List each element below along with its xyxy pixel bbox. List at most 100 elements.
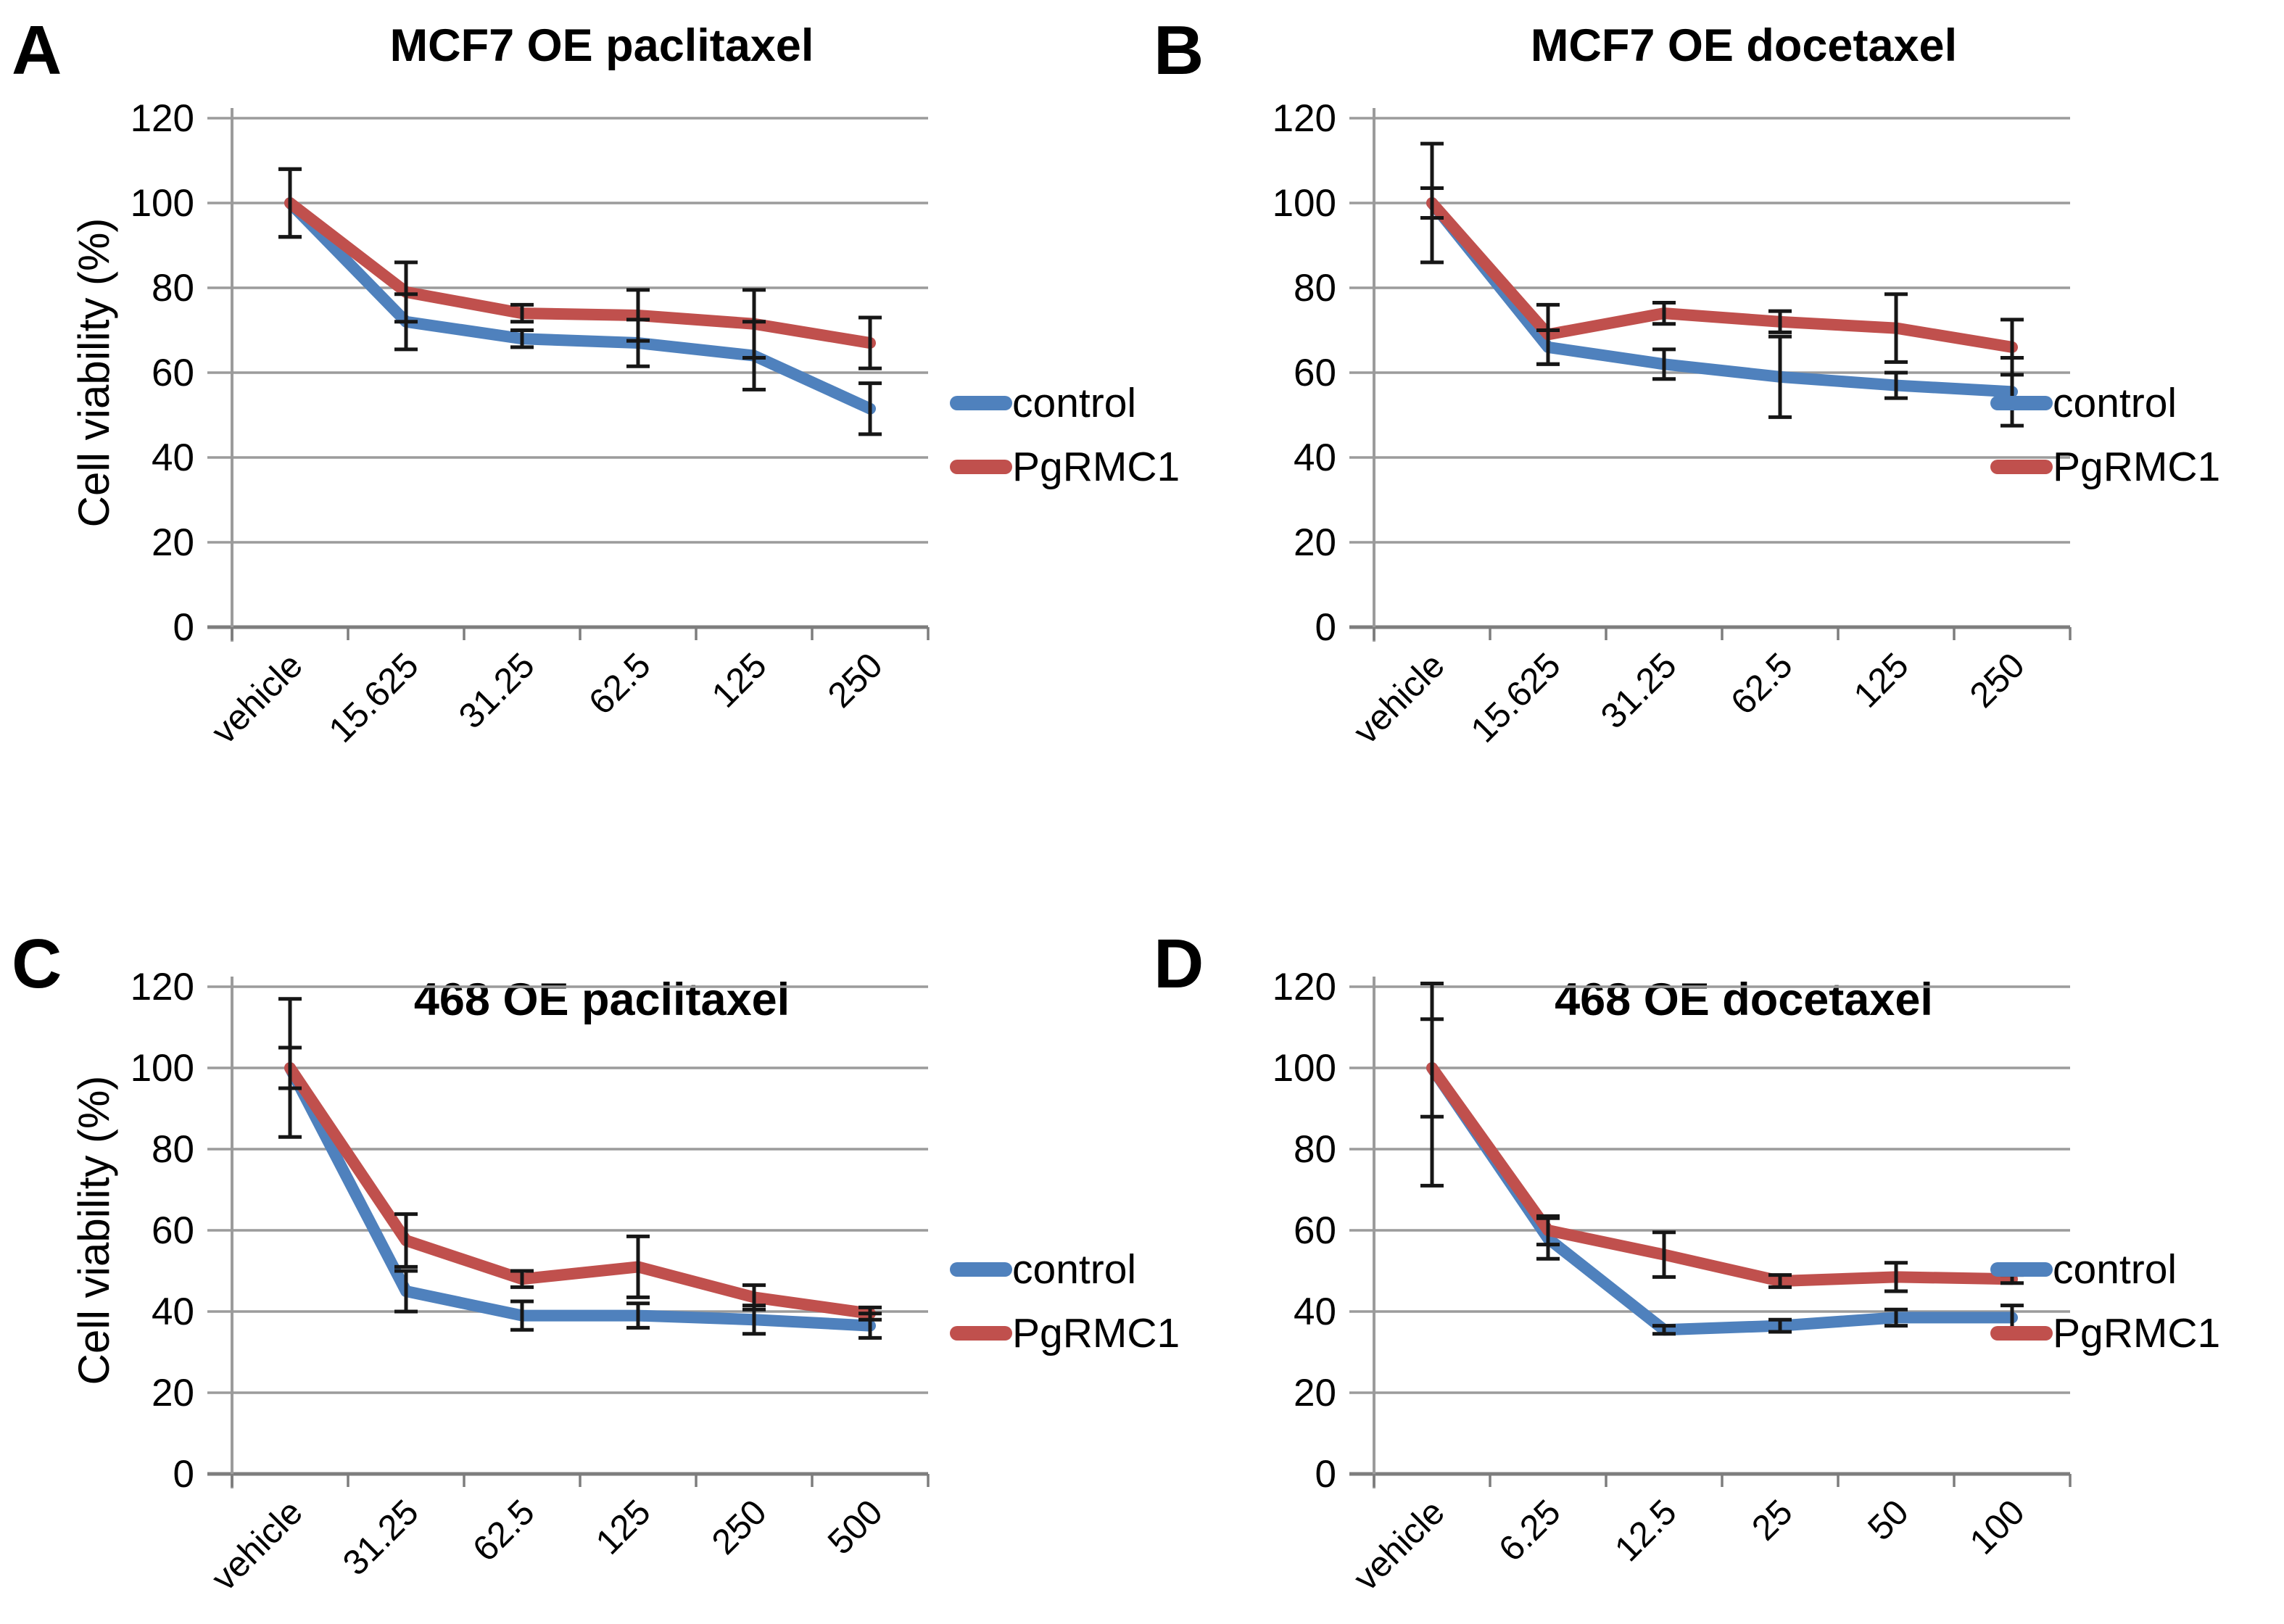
- x-tick-label-250: 250: [821, 646, 890, 716]
- x-tick-label-250: 250: [1963, 646, 2032, 716]
- y-tick-label-60: 60: [152, 1209, 194, 1252]
- legend-d: control PgRMC1: [1990, 1241, 2220, 1362]
- x-tick-label-62.5: 62.5: [466, 1493, 542, 1570]
- y-tick-label-100: 100: [1273, 182, 1336, 225]
- x-tick-label-250: 250: [705, 1493, 774, 1562]
- x-tick-label-62.5: 62.5: [582, 646, 658, 723]
- y-tick-label-120: 120: [131, 966, 194, 1008]
- chart-title-c: 468 OE paclitaxel: [413, 974, 790, 1025]
- panel-b: B MCF7 OE docetaxel 0 20 40 60 80 100 120 vehic…: [1142, 0, 2284, 812]
- panel-label-d: D: [1154, 925, 1204, 1003]
- x-tick-label-15.625: 15.625: [322, 646, 426, 750]
- y-tick-label-120: 120: [1273, 97, 1336, 140]
- x-tick-label-vehicle: vehicle: [204, 646, 310, 752]
- panel-c: C 468 OE paclitaxel Cell viability (%) 0…: [0, 812, 1180, 1624]
- pgrmc1-line-swatch-icon: [1990, 1326, 2053, 1341]
- control-line: [1426, 197, 2018, 398]
- x-tick-label-31.25: 31.25: [336, 1493, 426, 1583]
- y-tick-label-100: 100: [131, 1047, 194, 1090]
- x-tick-label-vehicle: vehicle: [1346, 646, 1452, 752]
- pgrmc1-line-swatch-icon: [950, 1326, 1012, 1341]
- legend-label-control: control: [2053, 379, 2177, 426]
- plot-area-a: 0 20 40 60 80 100 120 vehicle 15.625 31.25 62.5 125…: [131, 97, 930, 752]
- y-tick-label-0: 0: [173, 1453, 194, 1496]
- x-tick-label-62.5: 62.5: [1724, 646, 1800, 723]
- control-line-swatch-icon: [950, 1262, 1012, 1277]
- legend-item-pgrmc1: PgRMC1: [950, 439, 1180, 495]
- y-tick-label-100: 100: [1273, 1047, 1336, 1090]
- y-tick-label-80: 80: [1294, 267, 1336, 310]
- panel-a: A MCF7 OE paclitaxel Cell viability (%) …: [0, 0, 1180, 812]
- pgrmc1-line-swatch-icon: [1990, 460, 2053, 474]
- pgrmc1-line: [1426, 197, 2018, 353]
- y-tick-label-20: 20: [152, 1372, 194, 1414]
- y-tick-label-0: 0: [173, 606, 194, 649]
- legend-label-pgrmc1: PgRMC1: [1012, 1309, 1180, 1356]
- y-tick-label-60: 60: [1294, 1209, 1336, 1252]
- y-tick-label-20: 20: [1294, 1372, 1336, 1414]
- x-tick-label-500: 500: [821, 1493, 890, 1562]
- y-tick-label-80: 80: [152, 1128, 194, 1171]
- x-tick-label-100: 100: [1963, 1493, 2032, 1562]
- control-line-swatch-icon: [950, 396, 1012, 410]
- legend-label-control: control: [2053, 1246, 2177, 1293]
- x-tick-label-125: 125: [589, 1493, 658, 1562]
- x-tick-label-vehicle: vehicle: [1346, 1493, 1452, 1599]
- chart-title-a: MCF7 OE paclitaxel: [389, 20, 814, 71]
- x-tick-label-15.625: 15.625: [1464, 646, 1568, 750]
- y-tick-label-60: 60: [152, 352, 194, 394]
- chart-title-d: 468 OE docetaxel: [1555, 974, 1933, 1025]
- x-tick-label-31.25: 31.25: [452, 646, 542, 737]
- plot-area-c: 0 20 40 60 80 100 120 vehicle 31.25 62.5 125 250 500: [131, 966, 930, 1599]
- legend-label-pgrmc1: PgRMC1: [2053, 1309, 2221, 1356]
- pgrmc1-line: [284, 1062, 876, 1320]
- y-tick-label-40: 40: [1294, 1290, 1336, 1333]
- panel-label-a: A: [12, 12, 62, 89]
- pgrmc1-line-swatch-icon: [950, 460, 1012, 474]
- legend-label-control: control: [1012, 1246, 1137, 1293]
- panel-d: D 468 OE docetaxel 0 20 40 60 80 100 120 vehicl…: [1142, 812, 2284, 1624]
- x-tick-label-25: 25: [1745, 1493, 1800, 1549]
- legend-b: control PgRMC1: [1990, 375, 2220, 495]
- panel-label-c: C: [12, 925, 62, 1003]
- y-tick-label-20: 20: [152, 521, 194, 564]
- y-tick-label-40: 40: [152, 1290, 194, 1333]
- pgrmc1-line: [284, 197, 876, 349]
- y-tick-label-0: 0: [1315, 1453, 1336, 1496]
- chart-title-b: MCF7 OE docetaxel: [1530, 20, 1958, 71]
- x-tick-label-50: 50: [1861, 1493, 1916, 1549]
- y-tick-label-120: 120: [131, 97, 194, 140]
- y-tick-label-80: 80: [152, 267, 194, 310]
- y-tick-label-20: 20: [1294, 521, 1336, 564]
- x-tick-label-vehicle: vehicle: [204, 1493, 310, 1599]
- legend-a: control PgRMC1: [950, 375, 1180, 495]
- legend-item-control: control: [950, 1241, 1180, 1298]
- control-line-swatch-icon: [1990, 1262, 2053, 1277]
- legend-label-pgrmc1: PgRMC1: [2053, 443, 2221, 490]
- pgrmc1-line: [1426, 1062, 2018, 1287]
- x-tick-label-31.25: 31.25: [1594, 646, 1684, 737]
- plot-area-b: 0 20 40 60 80 100 120 vehicle 15.625 31.25 62.5 125…: [1273, 97, 2072, 752]
- legend-item-control: control: [1990, 375, 2220, 431]
- legend-label-pgrmc1: PgRMC1: [1012, 443, 1180, 490]
- control-line: [284, 1062, 876, 1332]
- y-tick-label-60: 60: [1294, 352, 1336, 394]
- x-tick-label-12.5: 12.5: [1608, 1493, 1684, 1570]
- x-tick-label-125: 125: [705, 646, 774, 716]
- control-line: [284, 197, 876, 415]
- legend-item-pgrmc1: PgRMC1: [950, 1305, 1180, 1362]
- y-tick-label-0: 0: [1315, 606, 1336, 649]
- x-tick-label-125: 125: [1847, 646, 1916, 716]
- y-tick-label-40: 40: [1294, 436, 1336, 479]
- panel-label-b: B: [1154, 12, 1204, 89]
- plot-area-d: 0 20 40 60 80 100 120 vehicle 6.25 12.5 25 50 100: [1273, 966, 2072, 1599]
- control-line-swatch-icon: [1990, 396, 2053, 410]
- x-tick-label-6.25: 6.25: [1491, 1493, 1568, 1570]
- legend-item-control: control: [1990, 1241, 2220, 1298]
- y-tick-label-80: 80: [1294, 1128, 1336, 1171]
- legend-c: control PgRMC1: [950, 1241, 1180, 1362]
- legend-item-control: control: [950, 375, 1180, 431]
- y-tick-label-40: 40: [152, 436, 194, 479]
- y-tick-label-100: 100: [131, 182, 194, 225]
- legend-item-pgrmc1: PgRMC1: [1990, 1305, 2220, 1362]
